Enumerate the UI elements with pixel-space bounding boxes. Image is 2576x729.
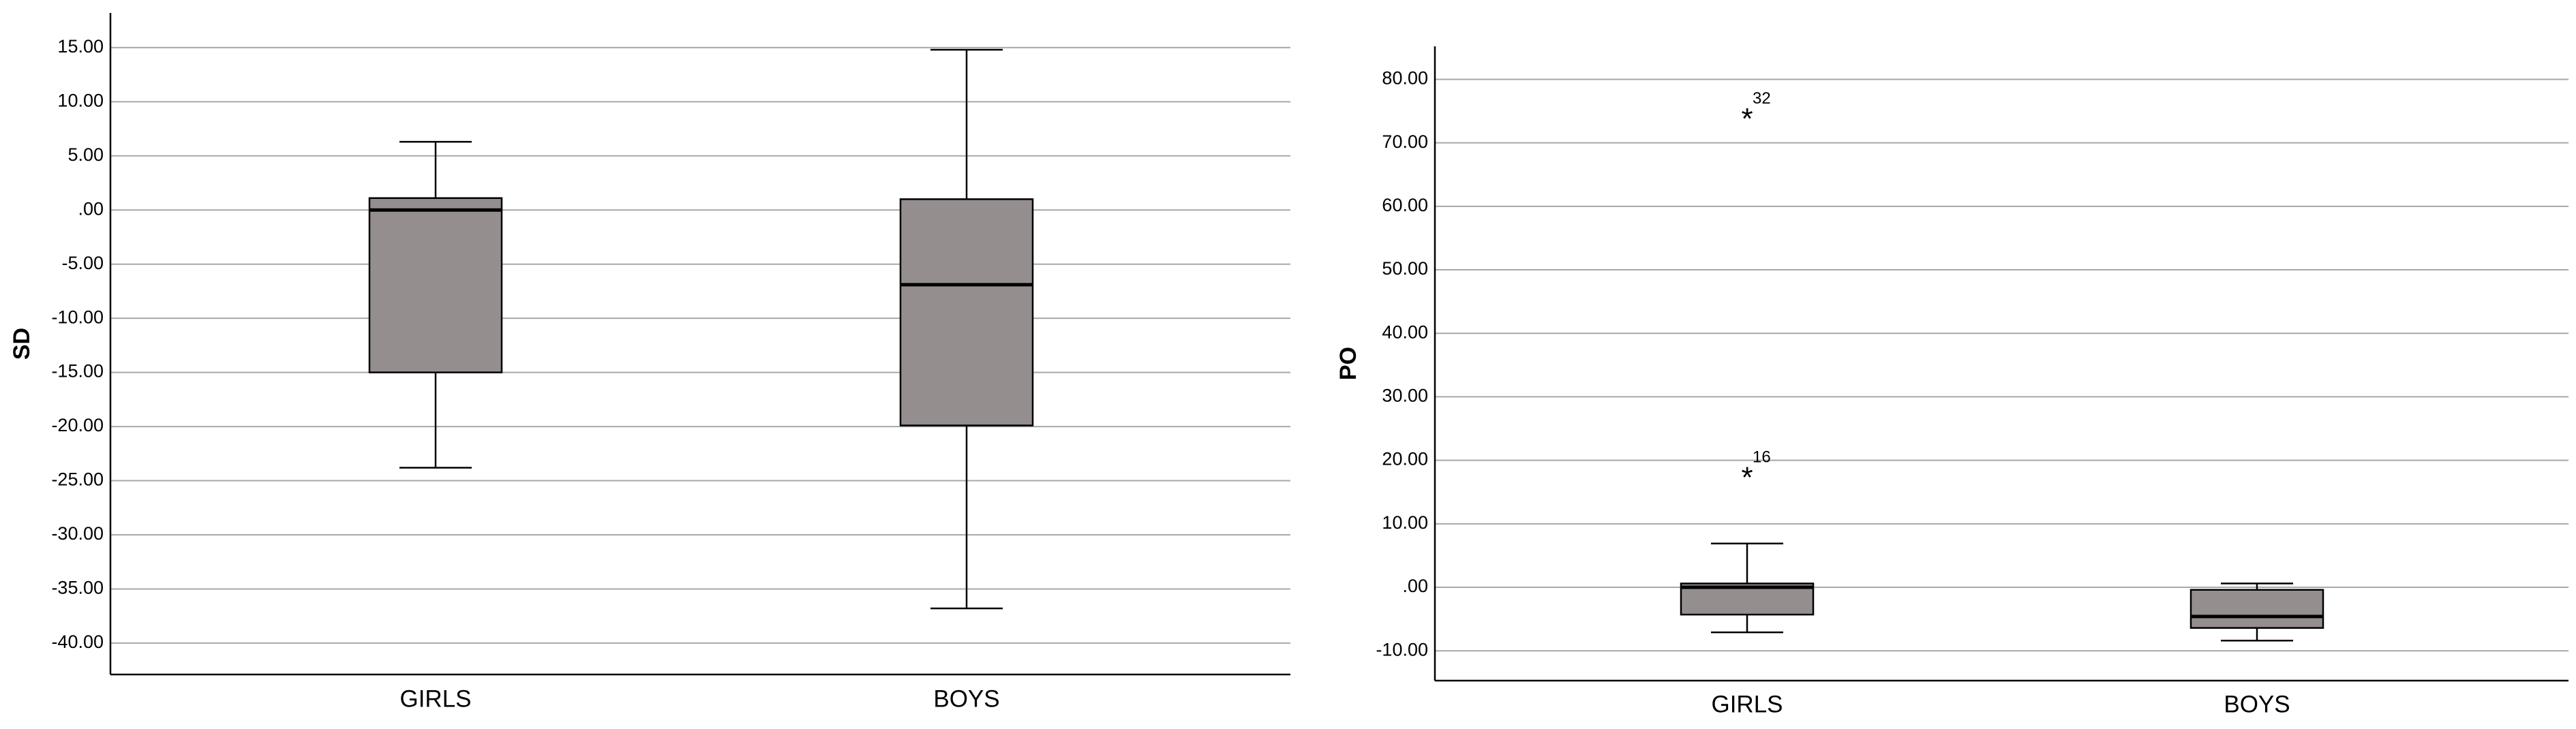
y-tick-label: -5.00: [61, 253, 104, 273]
box: [899, 198, 1034, 426]
y-tick-label: 60.00: [1382, 195, 1428, 215]
y-tick-label: 70.00: [1382, 131, 1428, 152]
y-tick-label: .00: [78, 198, 104, 219]
box: [368, 197, 503, 373]
y-tick-label: -40.00: [51, 632, 104, 652]
y-tick-label: -10.00: [51, 307, 104, 327]
y-tick-label: 80.00: [1382, 68, 1428, 89]
x-tick-label: GIRLS: [1711, 691, 1783, 717]
box: [2189, 589, 2324, 629]
x-tick-label: BOYS: [2224, 691, 2290, 717]
y-tick-label: 30.00: [1382, 386, 1428, 406]
y-axis-label: SD: [9, 328, 35, 360]
outlier: *: [1741, 461, 1753, 495]
y-tick-label: .00: [1402, 576, 1428, 596]
x-tick-label: GIRLS: [399, 685, 471, 712]
y-tick-label: -15.00: [51, 361, 104, 382]
y-tick-label: 10.00: [57, 90, 104, 110]
y-tick-label: 10.00: [1382, 512, 1428, 533]
y-tick-label: 50.00: [1382, 258, 1428, 279]
y-tick-label: 5.00: [67, 144, 104, 165]
y-tick-label: 20.00: [1382, 449, 1428, 469]
y-axis-label: PO: [1335, 347, 1361, 380]
outlier-label: 16: [1753, 448, 1771, 466]
outlier: *: [1741, 102, 1753, 136]
y-tick-label: -10.00: [1376, 639, 1428, 660]
y-tick-label: -25.00: [51, 469, 104, 490]
y-tick-label: 40.00: [1382, 322, 1428, 342]
y-tick-label: -35.00: [51, 578, 104, 598]
y-tick-label: -30.00: [51, 523, 104, 544]
y-tick-label: 15.00: [57, 36, 104, 57]
outlier-label: 32: [1753, 89, 1771, 108]
y-tick-label: -20.00: [51, 415, 104, 435]
x-tick-label: BOYS: [933, 685, 999, 712]
